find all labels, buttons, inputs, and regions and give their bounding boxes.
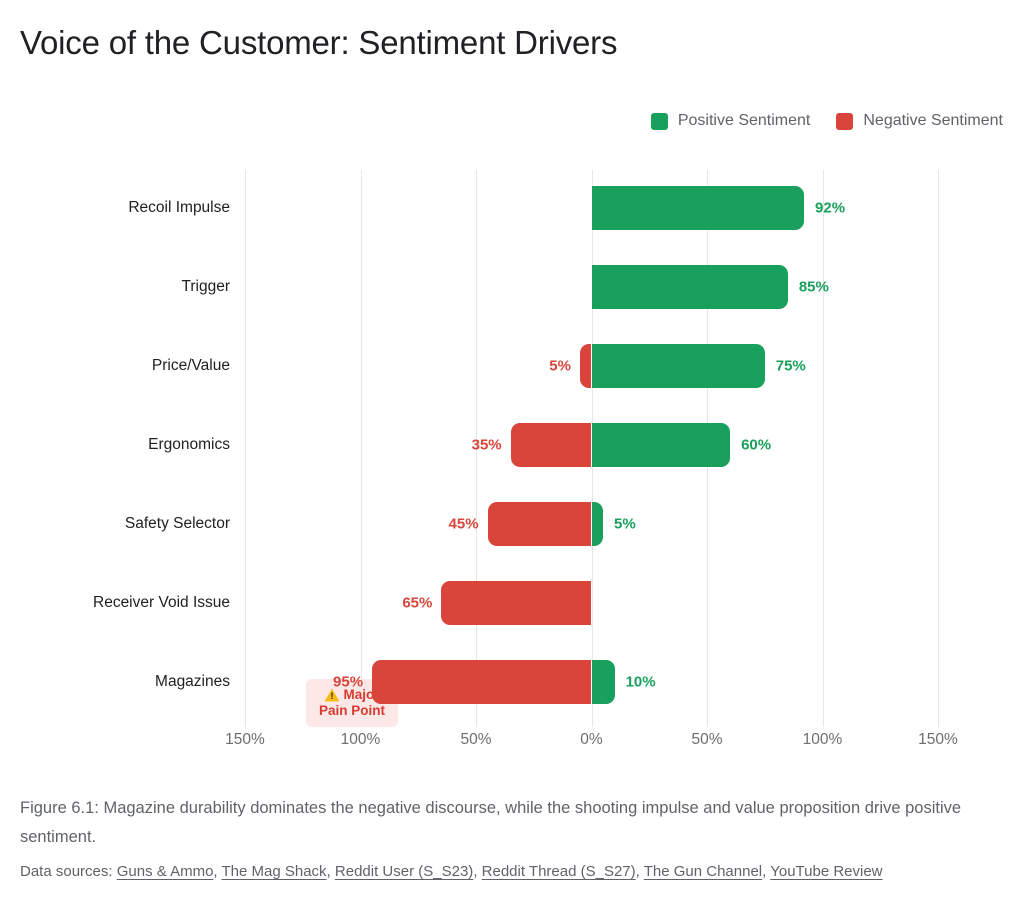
negative-value-label: 45% — [448, 515, 479, 533]
legend: Positive Sentiment Negative Sentiment — [650, 112, 1003, 130]
negative-bar — [441, 581, 592, 625]
positive-bar — [591, 660, 615, 704]
legend-label-negative: Negative Sentiment — [863, 112, 1003, 129]
negative-value-label: 95% — [333, 673, 364, 691]
gridline — [476, 170, 477, 727]
category-label: Trigger — [181, 278, 230, 295]
positive-bar — [591, 186, 805, 230]
negative-bar — [579, 344, 592, 388]
positive-bar — [591, 423, 731, 467]
source-link[interactable]: YouTube Review — [770, 863, 883, 880]
source-link[interactable]: Reddit User (S_S23) — [334, 863, 474, 880]
category-label: Price/Value — [151, 357, 230, 374]
negative-bar — [510, 423, 592, 467]
annotation-text-line2: Pain Point — [318, 703, 385, 718]
negative-value-label: 65% — [402, 594, 433, 612]
legend-label-positive: Positive Sentiment — [677, 112, 811, 129]
negative-bar — [487, 502, 592, 546]
axis-tick-label: 0% — [580, 731, 603, 748]
negative-bar — [372, 660, 592, 704]
positive-value-label: 92% — [815, 199, 846, 217]
annotation-text-line1: Major — [343, 687, 380, 702]
negative-value-label: 35% — [471, 436, 502, 454]
category-label: Safety Selector — [124, 515, 230, 532]
source-link[interactable]: Reddit Thread (S_S27) — [481, 863, 636, 880]
negative-value-label: 5% — [549, 357, 571, 375]
positive-value-label: 5% — [614, 515, 636, 533]
legend-item-negative: Negative Sentiment — [836, 112, 1003, 130]
positive-bar — [591, 265, 788, 309]
legend-item-positive: Positive Sentiment — [650, 112, 811, 130]
gridline — [245, 170, 246, 727]
positive-value-label: 75% — [775, 357, 806, 375]
axis-tick-label: 150% — [225, 731, 265, 748]
positive-bar — [591, 344, 765, 388]
figure-caption: Figure 6.1: Magazine durability dominate… — [20, 799, 962, 846]
gridline — [360, 170, 362, 727]
positive-value-label: 85% — [798, 278, 829, 296]
sources-prefix: Data sources: — [20, 863, 113, 880]
axis-tick-label: 100% — [340, 731, 381, 748]
negative-swatch-icon — [836, 112, 854, 130]
positive-value-label: 60% — [741, 436, 772, 454]
positive-value-label: 10% — [625, 673, 656, 691]
gridline — [822, 170, 824, 727]
category-label: Receiver Void Issue — [93, 594, 230, 611]
data-sources: Data sources: Guns & Ammo, The Mag Shack… — [20, 863, 883, 880]
axis-tick-label: 150% — [918, 731, 958, 748]
axis-tick-label: 50% — [691, 731, 723, 748]
positive-bar — [591, 502, 604, 546]
category-label: Ergonomics — [148, 436, 230, 453]
source-link[interactable]: The Mag Shack — [221, 863, 327, 880]
category-label: Magazines — [155, 673, 230, 690]
page-title: Voice of the Customer: Sentiment Drivers — [20, 24, 618, 61]
gridline — [938, 170, 939, 727]
category-label: Recoil Impulse — [128, 199, 230, 216]
positive-swatch-icon — [650, 112, 668, 130]
source-link[interactable]: Guns & Ammo — [116, 863, 214, 880]
axis-tick-label: 100% — [802, 731, 843, 748]
axis-tick-label: 50% — [460, 731, 492, 748]
source-link[interactable]: The Gun Channel — [643, 863, 763, 880]
